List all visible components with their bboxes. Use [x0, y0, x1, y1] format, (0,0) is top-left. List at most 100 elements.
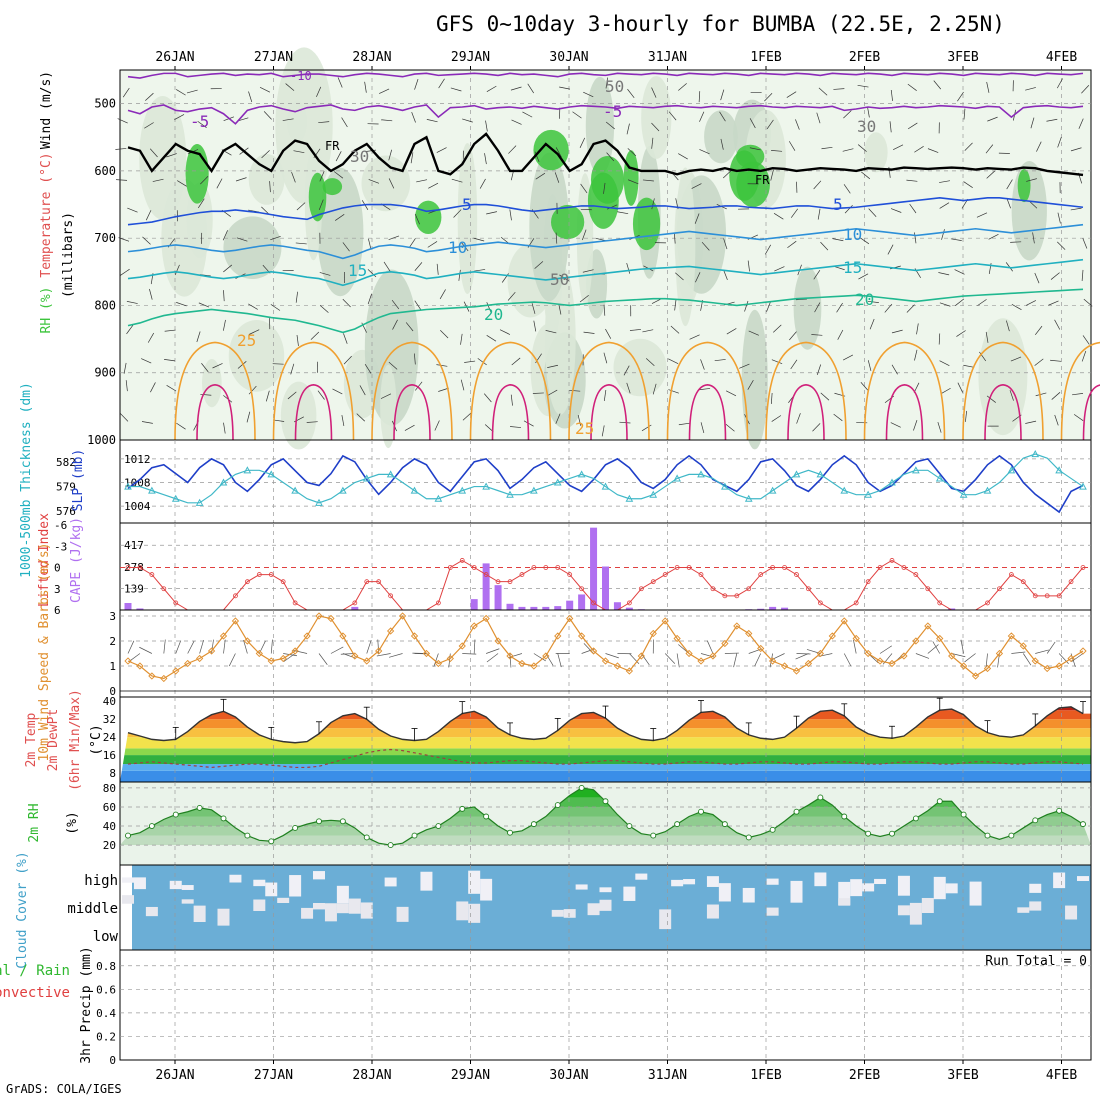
high-cloud-patch: [635, 873, 648, 880]
isotherm-30: [393, 384, 431, 441]
wind-barb: [291, 171, 296, 183]
lifted-index-axis-label: Lifted Index: [37, 513, 52, 607]
isotherm--5: [127, 104, 1084, 125]
wind-barb: [144, 122, 154, 129]
rh-axis-label: RH (%): [39, 287, 54, 334]
date-label-bottom: 31JAN: [648, 1068, 687, 1083]
lifted-index-point: [806, 586, 811, 592]
thickness-point: [267, 470, 276, 478]
wind-barb: [126, 324, 134, 335]
rh-high-shade: [1017, 168, 1031, 203]
rh-tick-label: 80: [103, 782, 116, 795]
wind-barb: [941, 229, 945, 240]
wind-barb: [954, 269, 965, 275]
rh-point: [674, 821, 681, 828]
wind-barb: [330, 646, 344, 654]
rh-contour-shade: [457, 142, 478, 295]
wind-speed-point: [733, 622, 741, 630]
date-label-top: 27JAN: [254, 50, 293, 65]
wind-barb: [296, 202, 306, 211]
temperature-band: [120, 764, 1091, 771]
wind-barb: [436, 364, 448, 367]
wind-barb: [623, 365, 630, 376]
wind-barb: [196, 331, 201, 343]
cape-bar: [554, 606, 562, 610]
wind-barb: [115, 148, 127, 150]
cape-bar: [136, 608, 144, 610]
wind-speed-point: [983, 664, 992, 673]
lifted-index-point: [543, 565, 549, 570]
rh-point: [626, 823, 633, 829]
mid-cloud-patch: [921, 897, 934, 914]
wind-barb: [939, 302, 951, 307]
wind-barb: [583, 91, 594, 98]
cape-axis-label: CAPE (J/kg): [69, 517, 84, 603]
wind-speed-point: [1055, 662, 1063, 670]
pressure-axis-label: (millibars): [61, 212, 76, 298]
wind-barb: [198, 198, 205, 209]
wind-barb: [787, 240, 797, 249]
rh-high-shade: [590, 155, 625, 204]
wind-barb: [867, 360, 872, 371]
rh-high-shade: [308, 172, 327, 222]
wind-barb: [1057, 136, 1062, 148]
wind-barb: [270, 304, 281, 311]
wind-barb: [141, 421, 153, 424]
wind-barb: [141, 358, 152, 364]
wind-barb: [795, 298, 807, 301]
cape-tick-label: 417: [124, 539, 144, 552]
contour-label: -5: [190, 112, 209, 131]
lifted-index-point: [173, 600, 179, 606]
temperature-tick-label: 24: [103, 731, 117, 744]
rh-contour-shade: [613, 338, 667, 397]
wind-barb: [368, 238, 372, 250]
contour-label: 30: [350, 147, 369, 166]
slp-tick-label: 1004: [124, 500, 151, 513]
wind-barb: [1070, 207, 1082, 211]
rh-contour-shade: [741, 309, 768, 450]
isotherm-25: [1060, 341, 1100, 441]
rh-point: [936, 798, 943, 805]
wind-barb: [861, 171, 871, 180]
mid-cloud-patch: [324, 903, 337, 922]
wind-barb: [436, 263, 439, 275]
mid-cloud-patch: [181, 899, 194, 904]
wind-barb: [569, 389, 581, 392]
lifted-index-point: [770, 565, 776, 570]
wind-barb: [438, 387, 449, 392]
wind-speed-point: [745, 629, 753, 638]
wind-barb: [1072, 393, 1084, 396]
slp-axis-label: SLP (mb): [71, 449, 86, 512]
high-cloud-patch: [599, 887, 612, 893]
wind-barb: [700, 422, 705, 434]
wind-barb: [149, 288, 153, 300]
rh-band: [120, 835, 1091, 846]
wind-barb: [388, 149, 393, 161]
cape-bar: [482, 563, 490, 610]
mid-cloud-patch: [563, 909, 576, 918]
wind-barb: [796, 413, 801, 424]
date-label-top: 26JAN: [155, 50, 194, 65]
wind-barb: [678, 153, 688, 160]
rh-high-shade: [533, 129, 569, 171]
wind-barb: [263, 111, 272, 120]
rh-contour-shade: [793, 266, 822, 350]
wind-barb: [1006, 320, 1010, 332]
wind-barb: [1082, 238, 1088, 249]
wind-barb: [378, 88, 390, 94]
lifted-index-point: [579, 586, 585, 592]
wind-barb: [474, 269, 486, 272]
lifted-index-point: [256, 572, 262, 577]
precipitation-panel: 0.8 0.6 0.4 0.2 0 Run Total = 0 3hr Precip (mm…: [0, 946, 1092, 1067]
wind-barb: [414, 214, 420, 225]
date-label-top: 28JAN: [352, 50, 391, 65]
rh-point: [387, 842, 394, 849]
rh-point: [841, 813, 848, 820]
wind-barb: [817, 208, 821, 220]
rh-point: [411, 832, 418, 839]
mid-cloud-patch: [396, 906, 409, 922]
high-cloud-patch: [169, 880, 182, 890]
wind-barb: [142, 236, 151, 245]
wind-barb: [367, 269, 377, 278]
wind-barb: [532, 392, 544, 394]
